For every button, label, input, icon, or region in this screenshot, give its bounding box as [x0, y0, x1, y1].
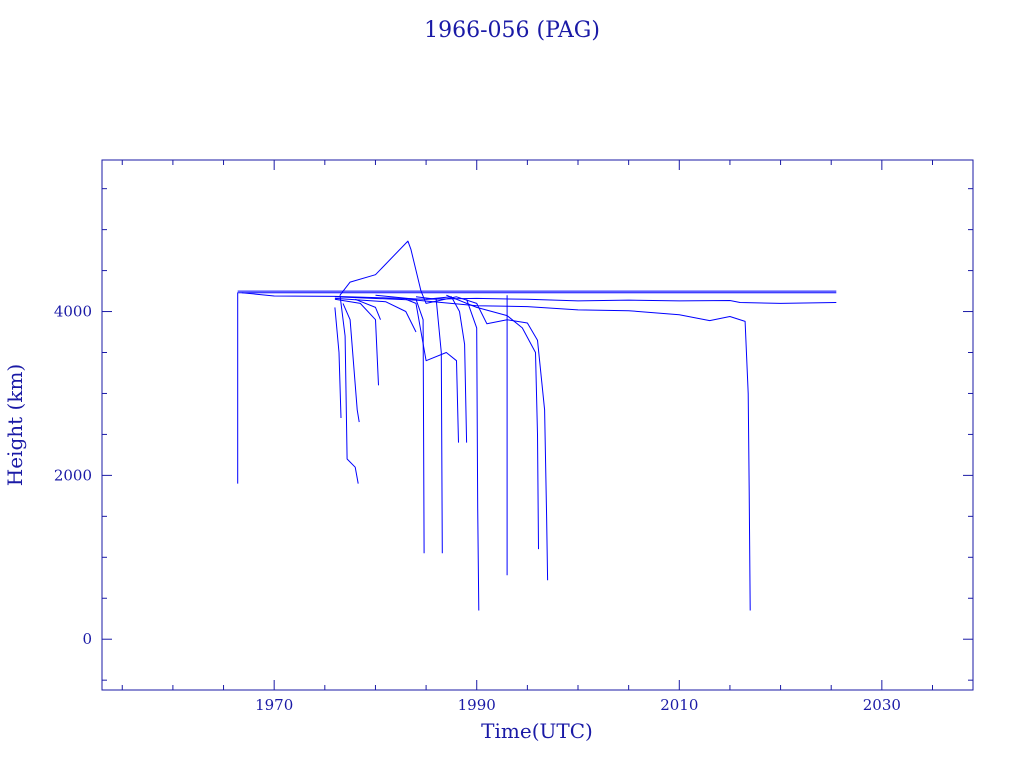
series-line-5 [446, 294, 539, 550]
y-tick-label: 2000 [54, 466, 92, 484]
x-tick-label: 1990 [458, 696, 496, 714]
x-tick-label: 2010 [660, 696, 698, 714]
ticks-layer: 1970 1990 2010 2030 0 2000 4000 [54, 160, 973, 714]
series-line-15 [334, 307, 342, 419]
series-line-16 [355, 298, 381, 320]
series-line-12 [334, 298, 379, 386]
series-line-6 [466, 299, 480, 611]
y-axis-label: Height (km) [3, 364, 27, 486]
series-line-17 [334, 297, 417, 333]
series-line-8 [405, 298, 459, 443]
series-line-10 [426, 296, 468, 443]
series-line-14 [339, 295, 359, 484]
y-tick-label: 0 [82, 630, 92, 648]
series-line-9 [415, 296, 443, 554]
series-line-2 [241, 292, 837, 304]
series-line-0 [237, 292, 837, 484]
series-line-11 [375, 294, 425, 554]
x-axis-label: Time(UTC) [481, 719, 593, 743]
series-line-4 [339, 240, 549, 581]
x-tick-label: 1970 [255, 696, 293, 714]
series-layer [237, 240, 837, 611]
chart-title: 1966-056 (PAG) [424, 18, 600, 43]
x-tick-label: 2030 [863, 696, 901, 714]
plot-frame [101, 159, 974, 691]
series-line-3 [334, 296, 751, 611]
y-tick-label: 4000 [54, 303, 92, 321]
series-line-13 [342, 303, 360, 423]
